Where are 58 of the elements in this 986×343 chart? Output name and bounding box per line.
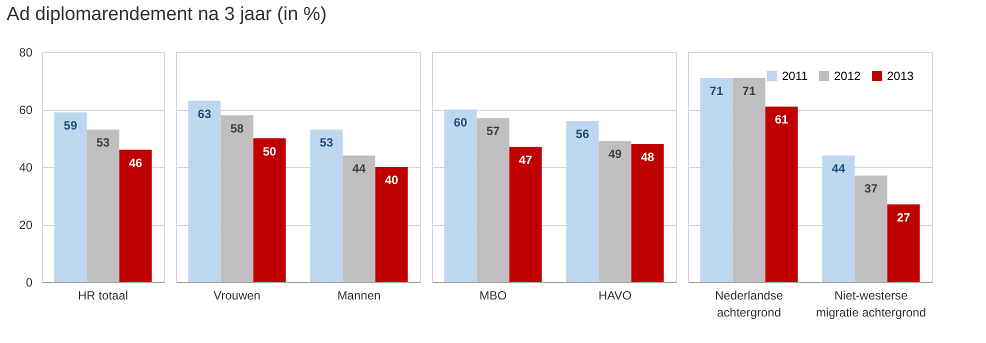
bar bbox=[342, 156, 376, 282]
data-label: 59 bbox=[64, 118, 78, 132]
y-tick-label: 20 bbox=[19, 218, 33, 232]
legend-label: 2012 bbox=[834, 69, 862, 83]
bar bbox=[765, 106, 798, 282]
data-label: 61 bbox=[774, 112, 789, 127]
bar bbox=[700, 78, 733, 282]
x-tick-label: Vrouwen bbox=[214, 288, 260, 302]
data-label: 48 bbox=[640, 150, 655, 164]
x-tick-label: MBO bbox=[479, 288, 507, 302]
data-label: 44 bbox=[352, 162, 366, 176]
bar bbox=[119, 150, 152, 282]
bar bbox=[444, 110, 477, 282]
bar bbox=[822, 156, 855, 282]
y-tick-label: 60 bbox=[19, 103, 33, 117]
data-label: 53 bbox=[320, 136, 334, 150]
x-tick-label: Mannen bbox=[337, 288, 381, 302]
data-label: 56 bbox=[576, 127, 590, 141]
bar bbox=[188, 100, 221, 282]
data-label: 49 bbox=[608, 147, 622, 162]
legend-label: 2013 bbox=[887, 69, 914, 83]
data-label: 47 bbox=[518, 152, 533, 167]
x-tick-label: Niet-westerse migratie achtergrond bbox=[816, 288, 926, 320]
bar bbox=[598, 141, 632, 282]
data-label: 37 bbox=[864, 182, 878, 196]
x-tick-label: HAVO bbox=[598, 288, 632, 302]
bar bbox=[854, 176, 888, 282]
data-label: 71 bbox=[710, 84, 724, 98]
data-label: 60 bbox=[454, 116, 468, 130]
data-label: 58 bbox=[230, 121, 244, 136]
data-label: 27 bbox=[896, 210, 911, 224]
bar bbox=[566, 121, 599, 282]
y-tick-label: 80 bbox=[19, 46, 33, 60]
y-tick-label: 40 bbox=[19, 160, 33, 174]
data-label: 71 bbox=[742, 84, 756, 98]
bar bbox=[887, 204, 920, 282]
x-tick-label: Nederlandse achtergrond bbox=[714, 288, 784, 320]
bar bbox=[375, 167, 408, 282]
data-label: 40 bbox=[384, 173, 399, 187]
bar bbox=[631, 144, 664, 282]
data-label: 63 bbox=[198, 106, 212, 121]
bar bbox=[310, 130, 343, 282]
bar bbox=[253, 138, 286, 282]
chart-title: Ad diplomarendement na 3 jaar (in %) bbox=[6, 4, 327, 25]
data-label: 44 bbox=[832, 162, 846, 176]
data-label: 46 bbox=[128, 156, 143, 170]
data-label: 53 bbox=[96, 136, 110, 150]
bar bbox=[476, 118, 510, 282]
y-tick-label: 0 bbox=[26, 276, 33, 290]
legend-label: 2011 bbox=[782, 69, 808, 83]
bar bbox=[732, 78, 766, 282]
bar bbox=[86, 130, 120, 282]
bar bbox=[54, 112, 87, 282]
bar bbox=[220, 115, 254, 282]
bar bbox=[509, 146, 542, 282]
x-tick-label: HR totaal bbox=[78, 288, 128, 302]
data-label: 57 bbox=[486, 124, 500, 138]
data-label: 50 bbox=[262, 144, 277, 158]
